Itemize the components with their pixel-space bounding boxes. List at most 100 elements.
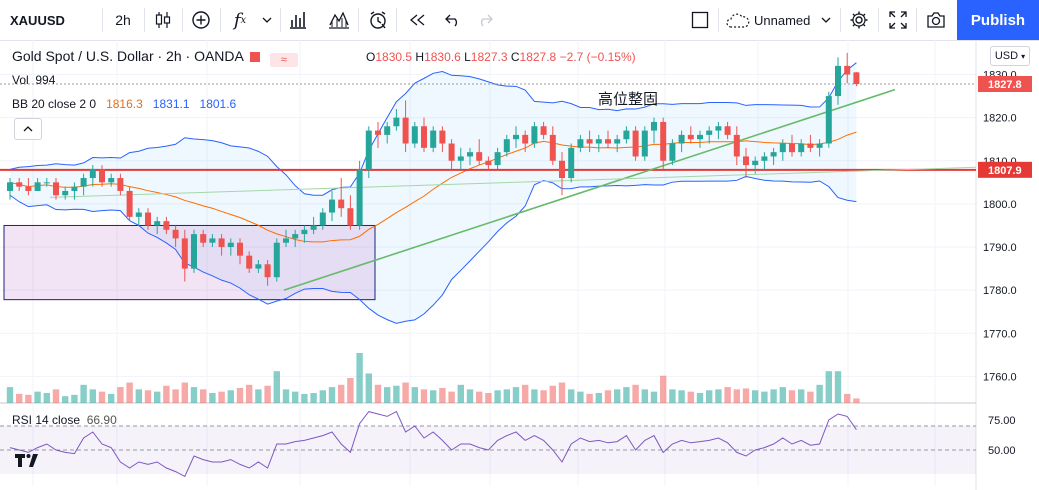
volume-bar [807,391,814,403]
currency-select[interactable]: USD ▾ [990,46,1030,66]
candle-body [126,190,133,217]
publish-button[interactable]: Publish [957,0,1039,40]
volume-bar [825,371,832,403]
candle-body [62,190,69,196]
symbol-legend: Gold Spot / U.S. Dollar · 2h · OANDA ≈ [12,48,298,67]
compare-chart-icon[interactable] [324,0,354,40]
volume-bar [190,387,198,403]
candle-body [467,152,473,157]
candle-body [632,130,639,157]
volume-bar [798,389,805,403]
volume-bar [512,387,520,403]
volume-bar [448,391,455,403]
volume-legend: Vol 994 [12,73,56,87]
candle-body [457,156,464,161]
volume-bar [476,391,483,403]
volume-bar [328,387,336,403]
candle-body [448,143,455,161]
candle-body [476,152,483,161]
candle-body [99,169,105,183]
plus-circle-icon[interactable] [186,0,216,40]
alert-icon[interactable] [364,0,392,40]
candle-body [770,152,777,157]
candle-body [347,208,354,226]
volume-bar [641,389,648,403]
volume-bar [844,393,851,403]
camera-snapshot-icon[interactable] [922,0,950,40]
candle-body [200,234,207,243]
price-chart[interactable]: 1760.01770.01780.01790.01800.01810.01820… [0,40,1039,490]
fullscreen-icon[interactable] [884,0,912,40]
legend-title: Gold Spot / U.S. Dollar · 2h · OANDA [12,48,244,64]
candle-body [559,160,565,179]
replay-icon[interactable] [402,0,432,40]
volume-bar [614,389,621,403]
settings-gear-icon[interactable] [844,0,874,40]
candle-body [80,178,87,187]
layout-name-button[interactable]: Unnamed [754,12,811,28]
bollinger-legend: BB 20 close 2 0 1816.3 1831.1 1801.6 [12,97,236,111]
toolbar-divider [144,8,145,32]
volume-bar [779,387,786,403]
collapse-legend-button[interactable] [14,118,42,140]
volume-bar [604,390,612,403]
volume-bar [586,393,593,403]
bollinger-basis-line [9,131,857,243]
volume-bar [715,389,722,403]
candle-body [779,143,786,153]
candle-body [844,65,851,75]
undo-icon[interactable] [438,0,468,40]
volume-bar [246,384,253,403]
change-value: −2.7 (−0.15%) [559,50,636,64]
volume-bar [742,388,750,403]
symbol-search-button[interactable]: XAUUSD [10,12,65,28]
level-price-tag: 1807.9 [988,165,1022,177]
layout-square-icon[interactable] [688,0,712,40]
legend-menu-icon[interactable]: ≈ [269,53,298,67]
candle-body [71,186,78,191]
candle-body [218,238,225,248]
toolbar-divider [878,8,879,32]
tradingview-logo[interactable] [14,452,40,470]
candle-body [853,72,860,84]
chevron-down-icon[interactable] [818,0,834,40]
low-value: 1827.3 [470,50,508,64]
candle-body [227,242,234,248]
chevron-down-icon[interactable] [258,0,276,40]
bar-chart-icon[interactable] [284,0,312,40]
volume-bar [687,391,694,403]
high-value: 1830.6 [424,50,461,64]
toolbar-divider [182,8,183,32]
interval-button[interactable]: 2h [115,12,131,28]
volume-bar [236,388,244,403]
candle-body [577,139,584,148]
redo-icon[interactable] [470,0,500,40]
bb-label: BB 20 close 2 0 [12,97,97,111]
volume-bar [6,387,14,403]
candle-body [16,182,23,187]
open-value: 1830.5 [375,50,413,64]
candle-body [623,130,630,140]
candle-body [421,126,427,148]
volume-bar [678,390,685,403]
candles-icon[interactable] [150,0,176,40]
candle-body [301,229,308,235]
volume-bar [338,384,345,403]
volume-bar [71,394,78,403]
candle-body [163,221,170,230]
price-axis-label: 1760.0 [983,371,1017,383]
trend-line [283,88,896,291]
candle-body [660,121,667,161]
volume-bar [669,389,676,403]
price-axis-label: 1820.0 [983,113,1017,125]
rsi-legend: RSI 14 close 66.90 [12,413,117,427]
volume-value: 994 [35,73,56,87]
volume-bar [255,389,262,403]
volume-bar [200,389,207,403]
volume-bar [273,371,280,403]
volume-bar [172,389,179,403]
candle-body [264,264,271,278]
candle-body [752,160,759,166]
cloud-icon[interactable] [724,0,752,40]
